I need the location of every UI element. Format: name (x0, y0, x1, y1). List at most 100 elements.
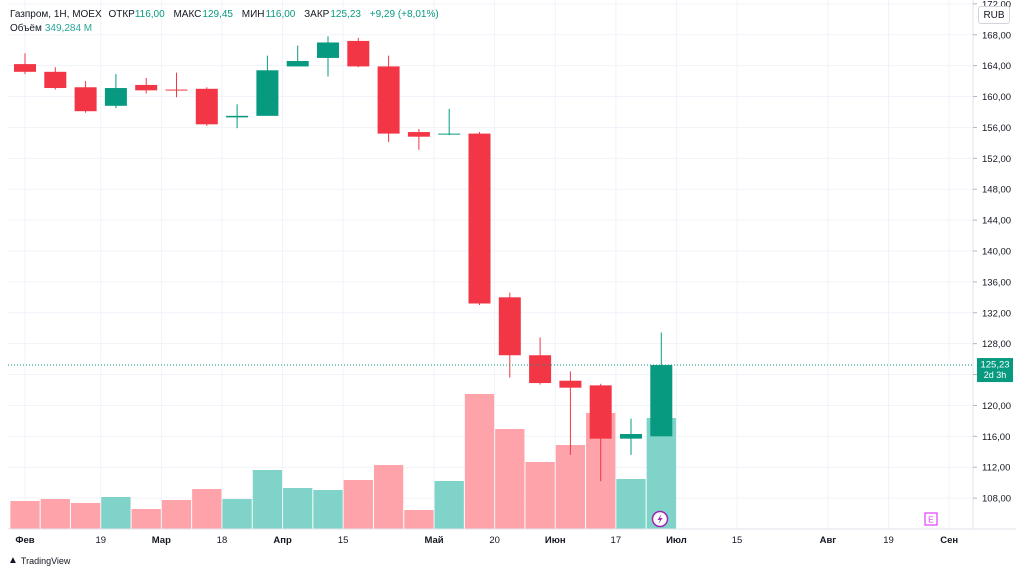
x-tick-label: Фев (15, 535, 34, 546)
candle-body (559, 380, 582, 388)
y-tick-label: 120,00 (982, 401, 1011, 412)
x-tick-label: 18 (217, 535, 228, 546)
chart-legend: Газпром, 1Н, MOEX ОТКР116,00 МАКС129,45 … (10, 8, 445, 36)
x-tick-label: 19 (95, 535, 106, 546)
volume-bar (10, 501, 40, 529)
candle-body (104, 88, 127, 106)
candle-body (529, 355, 552, 384)
x-tick-label: 15 (732, 535, 743, 546)
close-value: 125,23 (330, 9, 361, 20)
volume-bar (70, 503, 101, 529)
y-tick-label: 116,00 (982, 432, 1010, 443)
candle-body (195, 88, 218, 125)
currency-button[interactable]: RUB (978, 6, 1010, 24)
y-tick-label: 108,00 (982, 494, 1011, 505)
candle-body (438, 133, 461, 135)
volume-bar (464, 394, 495, 529)
time-axis[interactable]: Фев 19 Мар 18 Апр 15 Май 20 Июн 17 Июл 15 Авг 19 Сен (15, 535, 958, 546)
candle-body (377, 66, 400, 134)
volume-bar (434, 481, 464, 529)
candle-body (14, 64, 36, 72)
y-tick-label: 148,00 (982, 185, 1011, 196)
volume-value: 349,284 M (44, 23, 93, 34)
horizontal-gridlines (8, 3, 972, 499)
high-value: 129,45 (202, 9, 233, 20)
dividend-marker[interactable] (651, 510, 669, 528)
x-tick-label: 17 (611, 535, 622, 546)
volume-bar (131, 509, 161, 529)
volume-bar (373, 465, 404, 529)
brand-label: TradingView (20, 555, 71, 566)
lightning-icon (657, 514, 663, 524)
y-tick-label: 164,00 (982, 61, 1011, 72)
volume-bar (252, 470, 283, 529)
volume-bar (222, 499, 252, 529)
candle-body (650, 365, 673, 437)
y-tick-label: 136,00 (982, 277, 1011, 288)
x-tick-label: Июл (666, 535, 687, 546)
y-tick-label: 168,00 (982, 30, 1011, 41)
volume-bar (101, 497, 131, 529)
volume-legend-row: Объём 349,284 M (10, 22, 445, 36)
candle-body (347, 40, 370, 67)
volume-bar (404, 510, 434, 529)
y-tick-label: 144,00 (982, 216, 1011, 227)
open-label: ОТКР (108, 9, 135, 20)
x-tick-label: 20 (489, 535, 500, 546)
x-tick-label: Авг (820, 535, 837, 546)
candle-body (226, 115, 249, 118)
candles (14, 36, 673, 482)
y-tick-label: 152,00 (982, 154, 1011, 165)
y-tick-label: 128,00 (982, 339, 1011, 350)
candle-body (407, 132, 430, 137)
high-label: МАКС (173, 9, 202, 20)
candle-body (468, 133, 491, 304)
x-tick-label: Мар (152, 535, 171, 546)
volume-label[interactable]: Объём (10, 23, 42, 34)
candle-body (165, 89, 188, 91)
volume-bar (616, 479, 646, 529)
tradingview-logo-icon: ▲ (8, 555, 18, 566)
volume-bar (313, 490, 343, 529)
open-value: 116,00 (134, 9, 165, 20)
candle-body (74, 87, 97, 112)
volume-bar (525, 462, 555, 529)
last-price-badge: 125,23 2d 3h (977, 358, 1013, 383)
y-tick-label: 112,00 (982, 463, 1010, 474)
x-tick-label: 19 (883, 535, 894, 546)
volume-bar (161, 500, 192, 529)
volume-bar (283, 488, 313, 529)
candle-body (317, 42, 339, 58)
candle-body (498, 297, 521, 356)
symbol-title[interactable]: Газпром, 1Н, MOEX (10, 9, 102, 20)
volume-bar (343, 480, 373, 529)
low-label: МИН (241, 9, 265, 20)
tradingview-brand[interactable]: ▲ TradingView (8, 555, 70, 566)
low-value: 116,00 (265, 9, 296, 20)
vertical-gridlines (24, 0, 950, 529)
x-tick-label: Апр (273, 535, 292, 546)
x-tick-label: Май (424, 535, 443, 546)
price-axis[interactable]: 108,00112,00116,00120,00124,00128,00132,… (973, 0, 1011, 505)
x-tick-label: Июн (545, 535, 566, 546)
x-tick-label: Сен (940, 535, 958, 546)
volume-bar (646, 418, 676, 529)
volume-bar (555, 445, 586, 529)
volume-bar (495, 429, 525, 529)
y-tick-label: 172,00 (982, 0, 1011, 10)
candle-body (44, 71, 67, 89)
last-price-label: 125,23 (980, 360, 1009, 371)
candle-body (135, 84, 158, 91)
volume-bar (192, 489, 222, 529)
earnings-marker[interactable]: E (924, 512, 938, 526)
earnings-marker-box (924, 512, 938, 526)
candle-body (256, 70, 279, 116)
y-tick-label: 160,00 (982, 92, 1011, 103)
candle-body (620, 434, 642, 439)
change-value: +9,29 (+8,01%) (369, 9, 439, 20)
earnings-marker-letter: E (928, 515, 934, 525)
y-tick-label: 156,00 (982, 123, 1011, 134)
y-tick-label: 132,00 (982, 308, 1011, 319)
ohlc-legend-row: Газпром, 1Н, MOEX ОТКР116,00 МАКС129,45 … (10, 8, 445, 22)
